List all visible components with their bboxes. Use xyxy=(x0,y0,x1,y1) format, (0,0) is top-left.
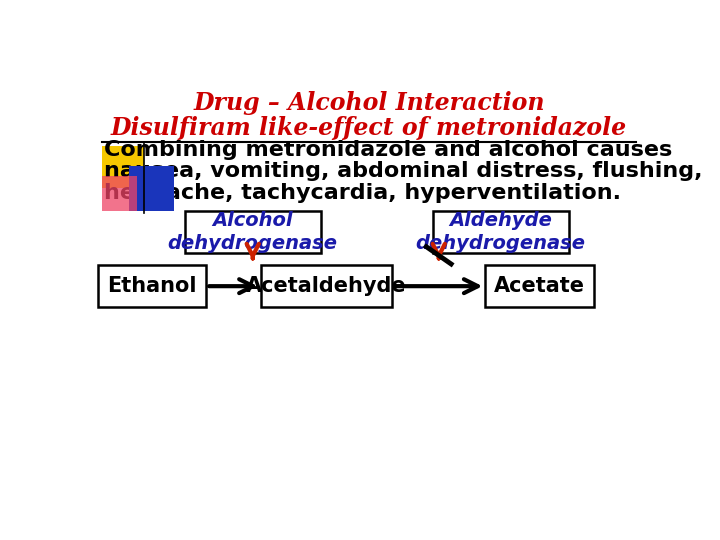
Bar xyxy=(98,265,206,307)
Text: Acetate: Acetate xyxy=(494,276,585,296)
Text: Drug – Alcohol Interaction: Drug – Alcohol Interaction xyxy=(193,91,545,116)
Bar xyxy=(185,211,320,253)
Bar xyxy=(102,146,144,188)
Bar xyxy=(433,211,569,253)
Text: headache, tachycardia, hyperventilation.: headache, tachycardia, hyperventilation. xyxy=(104,183,621,202)
Text: Ethanol: Ethanol xyxy=(107,276,197,296)
Text: Combining metronidazole and alcohol causes: Combining metronidazole and alcohol caus… xyxy=(104,139,672,159)
Bar xyxy=(102,177,137,211)
Text: Disulfiram like-effect of metronidazole: Disulfiram like-effect of metronidazole xyxy=(111,116,627,140)
Bar xyxy=(261,265,392,307)
Text: nausea, vomiting, abdominal distress, flushing,: nausea, vomiting, abdominal distress, fl… xyxy=(104,161,703,181)
Text: Aldehyde
dehydrogenase: Aldehyde dehydrogenase xyxy=(415,211,586,253)
Bar xyxy=(129,166,174,211)
Bar xyxy=(485,265,594,307)
Text: Acetaldehyde: Acetaldehyde xyxy=(246,276,407,296)
Text: Alcohol
dehydrogenase: Alcohol dehydrogenase xyxy=(168,211,338,253)
